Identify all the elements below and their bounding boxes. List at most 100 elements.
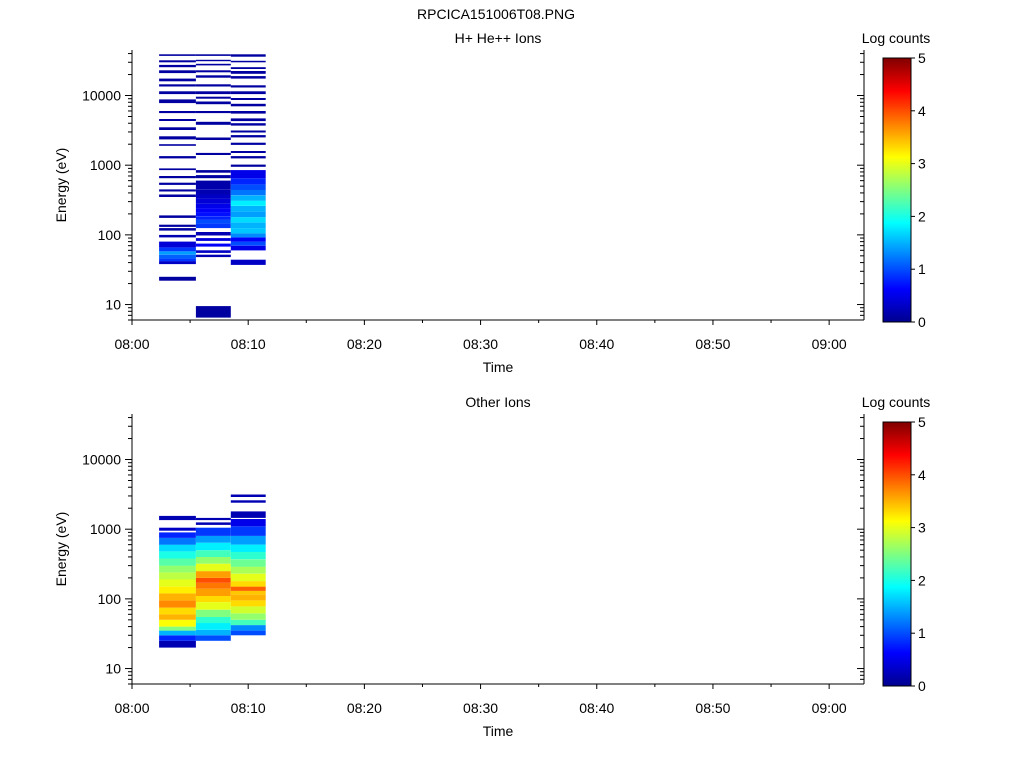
heatmap-cell (195, 175, 231, 179)
heatmap-cell (195, 609, 231, 617)
heatmap-cell (195, 635, 231, 641)
x-axis-label: Time (483, 359, 514, 375)
x-tick-label: 08:50 (695, 700, 730, 716)
heatmap-cell (230, 91, 266, 95)
heatmap-cell (195, 208, 231, 213)
heatmap-cell (159, 168, 196, 171)
heatmap-cell (195, 617, 231, 624)
heatmap-cell (230, 613, 266, 620)
colorbar-tick-label: 5 (918, 414, 926, 430)
heatmap-cell (159, 565, 196, 573)
heatmap-cell (159, 579, 196, 587)
heatmap-cell (230, 245, 266, 251)
x-tick-label: 08:10 (231, 336, 266, 352)
heatmap-cell (195, 152, 231, 155)
heatmap-cell (230, 233, 266, 238)
x-tick-label: 08:40 (579, 700, 614, 716)
heatmap-cell (159, 254, 196, 259)
heatmap-cell (230, 170, 266, 179)
colorbar-tick-label: 3 (918, 520, 926, 536)
heatmap-cell (230, 111, 266, 114)
heatmap-cell (195, 571, 231, 578)
heatmap-cell (195, 137, 231, 140)
heatmap-cell (195, 542, 231, 551)
heatmap-cell (195, 629, 231, 636)
colorbar-label: Log counts (862, 394, 931, 410)
heatmap-cell (230, 228, 266, 234)
heatmap-cell (230, 500, 266, 503)
colorbar-tick-label: 1 (918, 261, 926, 277)
heatmap-cell (230, 566, 266, 574)
heatmap-cell (195, 232, 231, 236)
heatmap-cell (195, 91, 231, 95)
y-axis-label: Energy (eV) (53, 148, 69, 223)
heatmap-cell (230, 606, 266, 614)
x-tick-label: 08:40 (579, 336, 614, 352)
heatmap-cell (159, 635, 196, 641)
heatmap-cell (195, 563, 231, 572)
heatmap-cell (230, 123, 266, 126)
heatmap-cell (230, 211, 266, 218)
heatmap-cell (195, 170, 231, 173)
heatmap-cell (230, 206, 266, 212)
panel-other-ions: 08:00 08:10 08:20 08:30 08:40 08:50 09:0010100… (53, 394, 930, 739)
colorbar-tick-label: 0 (918, 314, 926, 330)
heatmap-cell (159, 572, 196, 580)
heatmap-cell (230, 76, 266, 79)
y-tick-label: 10000 (82, 88, 121, 104)
heatmap-cell (159, 614, 196, 620)
heatmap-cell (195, 219, 231, 224)
y-tick-label: 10 (105, 661, 121, 677)
heatmap-cell (230, 135, 266, 138)
heatmap-cell (159, 261, 196, 265)
x-tick-label: 08:10 (231, 700, 266, 716)
y-tick-label: 10000 (82, 452, 121, 468)
heatmap-cell (159, 176, 196, 179)
heatmap-cell (159, 156, 196, 159)
heatmap-cell (195, 216, 231, 220)
heatmap-cell (230, 130, 266, 133)
heatmap-cell (159, 189, 196, 192)
heatmap-cell (159, 54, 196, 56)
heatmap-cell (159, 619, 196, 627)
y-tick-label: 10 (105, 297, 121, 313)
heatmap-cell (159, 136, 196, 140)
heatmap-cell (195, 535, 231, 543)
heatmap-cell (159, 527, 196, 531)
heatmap-cell (195, 189, 231, 195)
heatmap-cell (195, 582, 231, 589)
heatmap-cell (195, 602, 231, 610)
heatmap-cell (195, 180, 231, 190)
heatmap-cell (195, 212, 231, 217)
heatmap-cell (159, 251, 196, 255)
colorbar-tick-label: 5 (918, 50, 926, 66)
heatmap-cell (195, 194, 231, 199)
heatmap-cell (195, 306, 231, 318)
heatmap-cell (159, 215, 196, 218)
heatmap-cell (195, 596, 231, 603)
figure-title: RPCICA151006T08.PNG (417, 6, 575, 22)
heatmap-cell (230, 237, 266, 242)
heatmap-cell (230, 586, 266, 591)
x-tick-label: 09:00 (812, 336, 847, 352)
heatmap-cell (230, 217, 266, 223)
x-tick-label: 08:30 (463, 336, 498, 352)
heatmap-cell (230, 156, 266, 159)
heatmap-cell (195, 121, 231, 125)
heatmap-cell (230, 519, 266, 527)
heatmap-cell (195, 101, 231, 105)
heatmap-cell (159, 228, 196, 231)
colorbar-tick-label: 4 (918, 103, 926, 119)
heatmap-cell (195, 203, 231, 209)
heatmap-cell (230, 60, 266, 63)
heatmap-cell (230, 142, 266, 145)
heatmap-cell (230, 200, 266, 206)
y-tick-label: 1000 (90, 157, 121, 173)
heatmap-cell (159, 111, 196, 114)
heatmap-cell (159, 537, 196, 545)
x-tick-label: 08:50 (695, 336, 730, 352)
heatmap-cell (195, 54, 231, 56)
heatmap-cell (159, 60, 196, 63)
heatmap-cell (159, 532, 196, 538)
colorbar (882, 421, 912, 687)
